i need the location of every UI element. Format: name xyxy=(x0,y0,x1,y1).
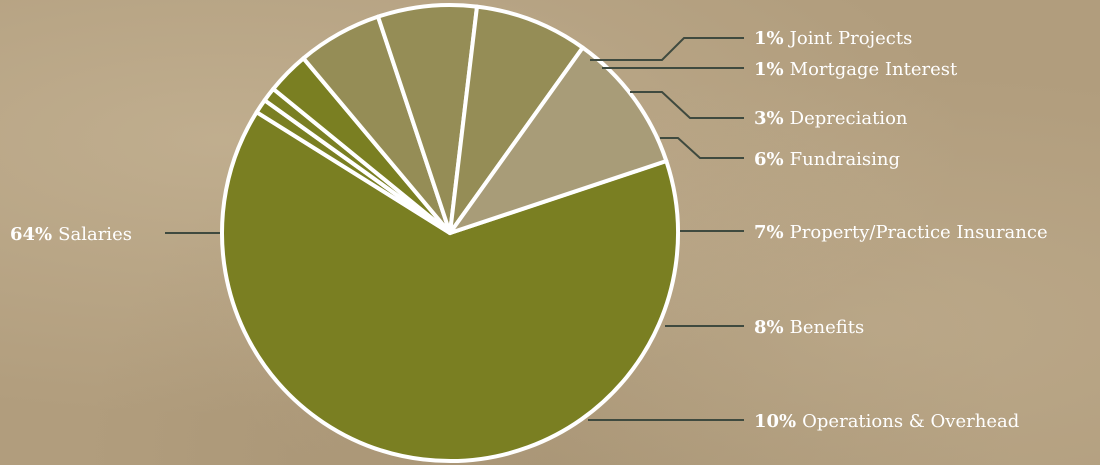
pie-slice-operations-overhead xyxy=(448,45,669,235)
slice-label-joint-projects: 1% Joint Projects xyxy=(754,28,912,49)
slice-label-depreciation: 3% Depreciation xyxy=(754,108,908,129)
slice-label-property-insurance: 7% Property/Practice Insurance xyxy=(754,222,1048,243)
slice-label-mortgage-interest: 1% Mortgage Interest xyxy=(754,59,958,80)
slice-label-fundraising: 6% Fundraising xyxy=(754,149,900,170)
slice-label-benefits: 8% Benefits xyxy=(754,317,864,338)
pie-slices xyxy=(220,3,680,463)
leader-line-depreciation xyxy=(630,91,744,119)
leader-line-joint-projects xyxy=(590,37,744,61)
pie-slice-benefits xyxy=(448,4,585,235)
leader-line-fundraising xyxy=(660,137,744,159)
leader-lines xyxy=(165,37,744,421)
slice-label-salaries: 64% Salaries xyxy=(10,224,132,245)
slice-label-operations: 10% Operations & Overhead xyxy=(754,411,1019,432)
pie-slice-salaries xyxy=(220,110,680,463)
